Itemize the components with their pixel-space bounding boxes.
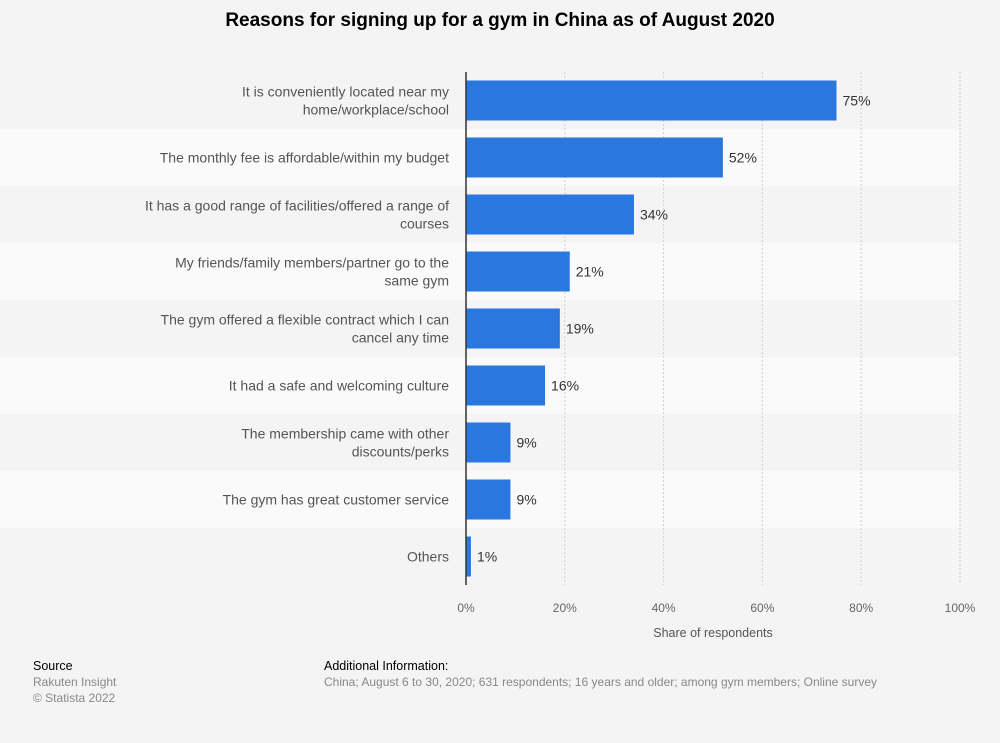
bar (466, 422, 511, 463)
x-tick-label: 100% (945, 601, 976, 615)
value-label: 9% (516, 435, 536, 451)
bar (466, 479, 511, 520)
value-label: 21% (576, 264, 604, 280)
category-label: The gym offered a flexible contract whic… (161, 312, 450, 346)
value-label: 52% (729, 150, 757, 166)
category-label: Others (407, 549, 449, 565)
value-label: 9% (516, 492, 536, 508)
value-label: 19% (566, 321, 594, 337)
bar (466, 308, 560, 349)
value-label: 1% (477, 549, 497, 565)
category-label: It is conveniently located near my home/w… (242, 84, 449, 118)
value-label: 75% (843, 93, 871, 109)
x-tick-label: 40% (652, 601, 676, 615)
category-label: My friends/family members/partner go to … (175, 255, 449, 289)
x-tick-label: 60% (750, 601, 774, 615)
copyright-line: © Statista 2022 (33, 691, 116, 705)
chart-title: Reasons for signing up for a gym in Chin… (225, 10, 775, 31)
x-tick-label: 0% (457, 601, 475, 615)
category-label: The gym has great customer service (223, 492, 450, 508)
value-label: 34% (640, 207, 668, 223)
bar-chart: It is conveniently located near my home/w… (0, 72, 976, 640)
category-label: It has a good range of facilities/offere… (145, 198, 449, 232)
x-tick-label: 20% (553, 601, 577, 615)
x-tick-label: 80% (849, 601, 873, 615)
source-heading: Source (33, 659, 73, 673)
bar (466, 137, 723, 178)
category-label: It had a safe and welcoming culture (229, 378, 449, 394)
category-label: The membership came with other discounts/… (241, 426, 449, 460)
row-band (0, 528, 960, 585)
bar (466, 536, 471, 577)
bar (466, 251, 570, 292)
additional-info-block: Additional Information: China; August 6 … (324, 658, 877, 690)
bar (466, 365, 546, 406)
value-label: 16% (551, 378, 579, 394)
source-block: Source Rakuten Insight © Statista 2022 (33, 658, 116, 706)
x-axis-title: Share of respondents (653, 626, 773, 640)
bar (466, 194, 634, 235)
category-label: The monthly fee is affordable/within my … (160, 150, 449, 166)
bar (466, 80, 837, 121)
additional-info-heading: Additional Information: (324, 659, 449, 673)
source-line: Rakuten Insight (33, 675, 117, 689)
additional-info-text: China; August 6 to 30, 2020; 631 respond… (324, 675, 877, 689)
